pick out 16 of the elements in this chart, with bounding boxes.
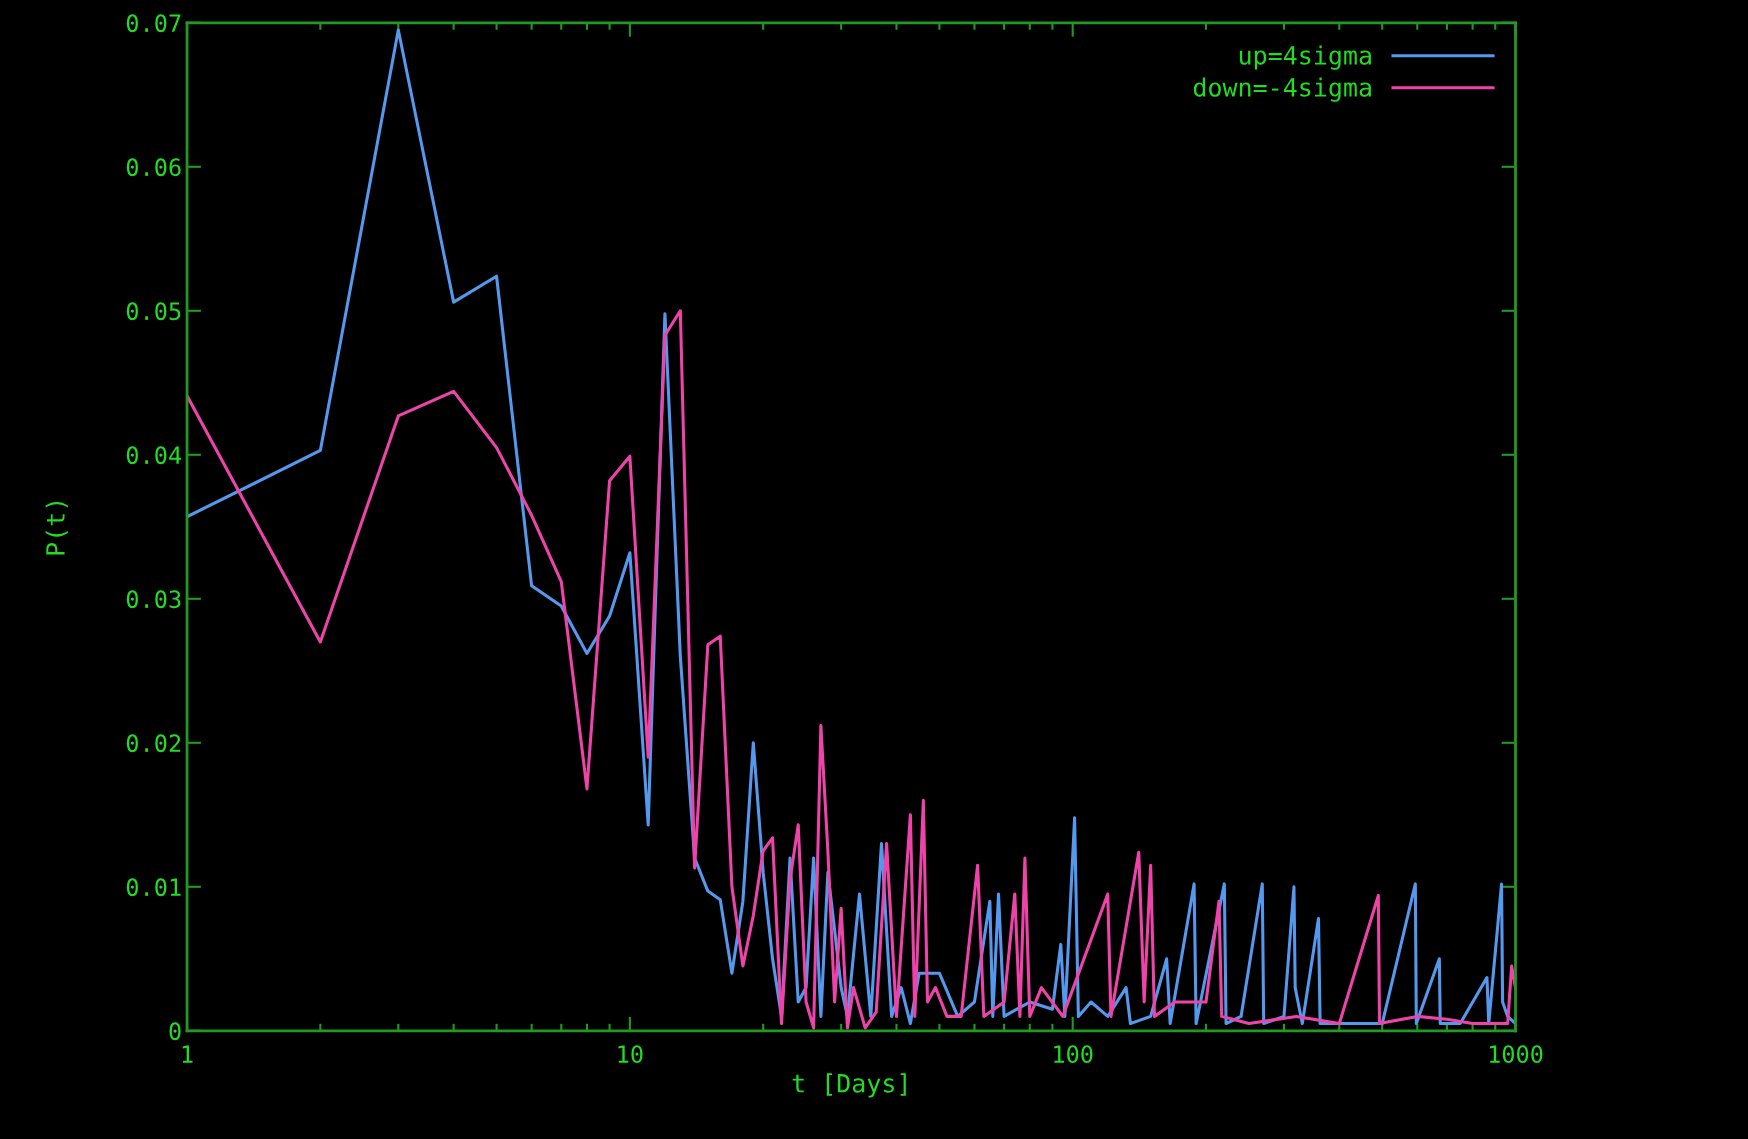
x-tick-label: 10 xyxy=(618,1045,643,1064)
x-tick-label: 1000 xyxy=(1489,1045,1543,1064)
y-tick-label: 0.01 xyxy=(126,878,181,897)
legend-label: down=-4sigma xyxy=(1193,77,1371,102)
x-tick-label: 1 xyxy=(182,1045,193,1063)
x-axis-title: t [Days] xyxy=(792,1073,906,1098)
y-tick-label: 0.07 xyxy=(126,14,181,33)
y-tick-label: 0 xyxy=(169,1022,181,1041)
y-axis-title: P(t) xyxy=(45,501,68,555)
legend-label: up=4sigma xyxy=(1239,45,1371,70)
x-tick-label: 100 xyxy=(1054,1045,1093,1064)
y-tick-label: 0.02 xyxy=(126,734,181,753)
y-tick-label: 0.04 xyxy=(126,446,182,465)
y-tick-label: 0.03 xyxy=(126,590,181,609)
y-tick-label: 0.05 xyxy=(126,302,181,321)
y-tick-label: 0.06 xyxy=(126,158,181,177)
